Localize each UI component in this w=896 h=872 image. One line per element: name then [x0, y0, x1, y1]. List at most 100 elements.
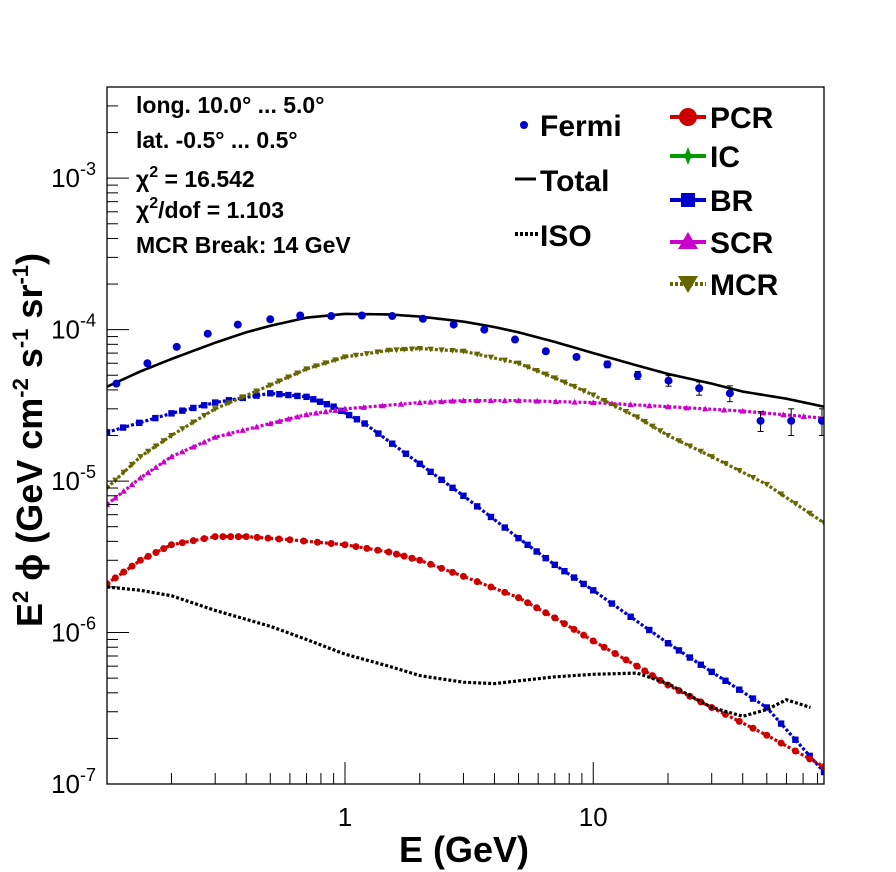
series-br-point: [542, 554, 549, 562]
series-br-point: [267, 390, 274, 397]
series-br-point: [551, 561, 558, 569]
series-br-point: [323, 401, 331, 408]
fermi-point: [511, 335, 520, 344]
series-mcr-point: [120, 469, 127, 476]
series-scr-point: [322, 408, 329, 415]
series-mcr-point: [590, 392, 597, 399]
series-scr-point: [449, 397, 456, 404]
series-br-point: [460, 492, 467, 499]
series-pcr-point: [791, 747, 799, 755]
series-pcr-point: [200, 535, 208, 543]
fermi-point: [233, 320, 242, 329]
series-br-point: [361, 420, 368, 427]
series-mcr-point: [722, 461, 729, 467]
series-scr-point: [107, 501, 111, 508]
series-br-point: [201, 402, 208, 409]
series-br-point: [474, 503, 481, 510]
fermi-point: [112, 379, 121, 388]
series-pcr-point: [763, 731, 771, 739]
fermi-point: [266, 315, 275, 324]
series-mcr-point: [664, 432, 672, 439]
series-scr-point: [397, 400, 405, 407]
series-pcr-point: [438, 564, 446, 572]
series-pcr-point: [551, 614, 559, 622]
series-mcr-point: [416, 346, 423, 352]
series-mcr-point: [341, 354, 349, 361]
series-br-point: [736, 686, 743, 693]
series-br-point: [276, 390, 283, 398]
series-mcr-point: [580, 388, 587, 394]
series-pcr-point: [392, 550, 400, 558]
series-pcr-point: [234, 533, 242, 541]
y-tick-label: 10-7: [51, 765, 96, 799]
series-mcr-point: [438, 347, 445, 354]
series-scr-point: [474, 397, 481, 404]
series-br-point: [330, 403, 337, 410]
series-mcr-point: [675, 438, 683, 444]
y-axis-title: E2ϕ(GeV cm-2 s-1 sr-1): [8, 253, 50, 627]
series-scr-point: [120, 488, 127, 494]
fermi-point: [327, 312, 336, 321]
series-scr-point: [112, 494, 119, 501]
series-mcr-point: [708, 454, 715, 460]
series-mcr-point: [363, 351, 371, 357]
series-scr-point: [168, 453, 175, 460]
series-pcr-point: [178, 539, 186, 547]
series-mcr-point: [487, 354, 495, 361]
series-br-point: [722, 677, 729, 684]
series-pcr-point: [622, 656, 630, 664]
fermi-point: [664, 376, 673, 385]
series-pcr-line: [107, 535, 824, 769]
series-br-point: [179, 407, 186, 414]
series-pcr-point: [167, 541, 175, 549]
series-pcr-point: [160, 545, 168, 553]
axis-tick-labels: 1 10 10-7 10-6 10-5 10-4 10-3: [51, 159, 608, 832]
series-scr-point: [780, 411, 787, 418]
series-scr: [107, 397, 824, 508]
series-mcr-point: [112, 477, 119, 484]
fermi-point: [756, 416, 765, 425]
series-pcr-point: [473, 578, 481, 586]
fermi-point: [695, 384, 704, 393]
series-pcr-point: [313, 538, 321, 546]
series-scr-point: [438, 398, 445, 405]
info-text-box: long. 10.0° ... 5.0° lat. -0.5° ... 0.5°…: [136, 92, 351, 258]
series-scr-point: [360, 404, 367, 410]
series-pcr-point: [253, 533, 261, 541]
info-chi2-dof: χ2/dof = 1.103: [136, 195, 284, 223]
series-br-point: [697, 661, 704, 668]
info-latitude: lat. -0.5° ... 0.5°: [136, 127, 298, 153]
series-pcr-point: [242, 533, 250, 541]
series-br-point: [438, 476, 445, 484]
series-mcr-point: [697, 448, 704, 455]
series-scr-point: [211, 433, 219, 440]
series-pcr-point: [580, 631, 588, 639]
series-br-point: [608, 600, 616, 607]
series-pcr-point: [524, 599, 532, 607]
series-mcr-point: [144, 448, 152, 455]
fermi-point: [787, 416, 796, 425]
fermi-point: [388, 312, 397, 321]
series-scr-point: [253, 423, 260, 430]
series-br-point: [686, 654, 694, 661]
series-br-point: [570, 574, 578, 581]
series-br-point: [501, 524, 508, 531]
series-fermi: [112, 311, 824, 436]
series-pcr-point: [385, 548, 393, 556]
series-br-point: [402, 450, 410, 457]
series-pcr-point: [128, 562, 136, 570]
series-scr-point: [225, 430, 233, 437]
series-mcr-point: [312, 363, 320, 370]
series-br-point: [708, 668, 715, 676]
series-mcr: [107, 346, 824, 527]
series-scr-point: [239, 427, 246, 433]
series-pcr-point: [501, 588, 509, 596]
series-pcr-point: [363, 544, 371, 552]
series-mcr-point: [806, 510, 813, 517]
series-scr-point: [683, 404, 690, 411]
series-br-point: [190, 404, 197, 412]
legend-marker-pcr: [679, 108, 697, 126]
series-pcr-point: [633, 662, 641, 670]
series-mcr-point: [276, 378, 283, 385]
